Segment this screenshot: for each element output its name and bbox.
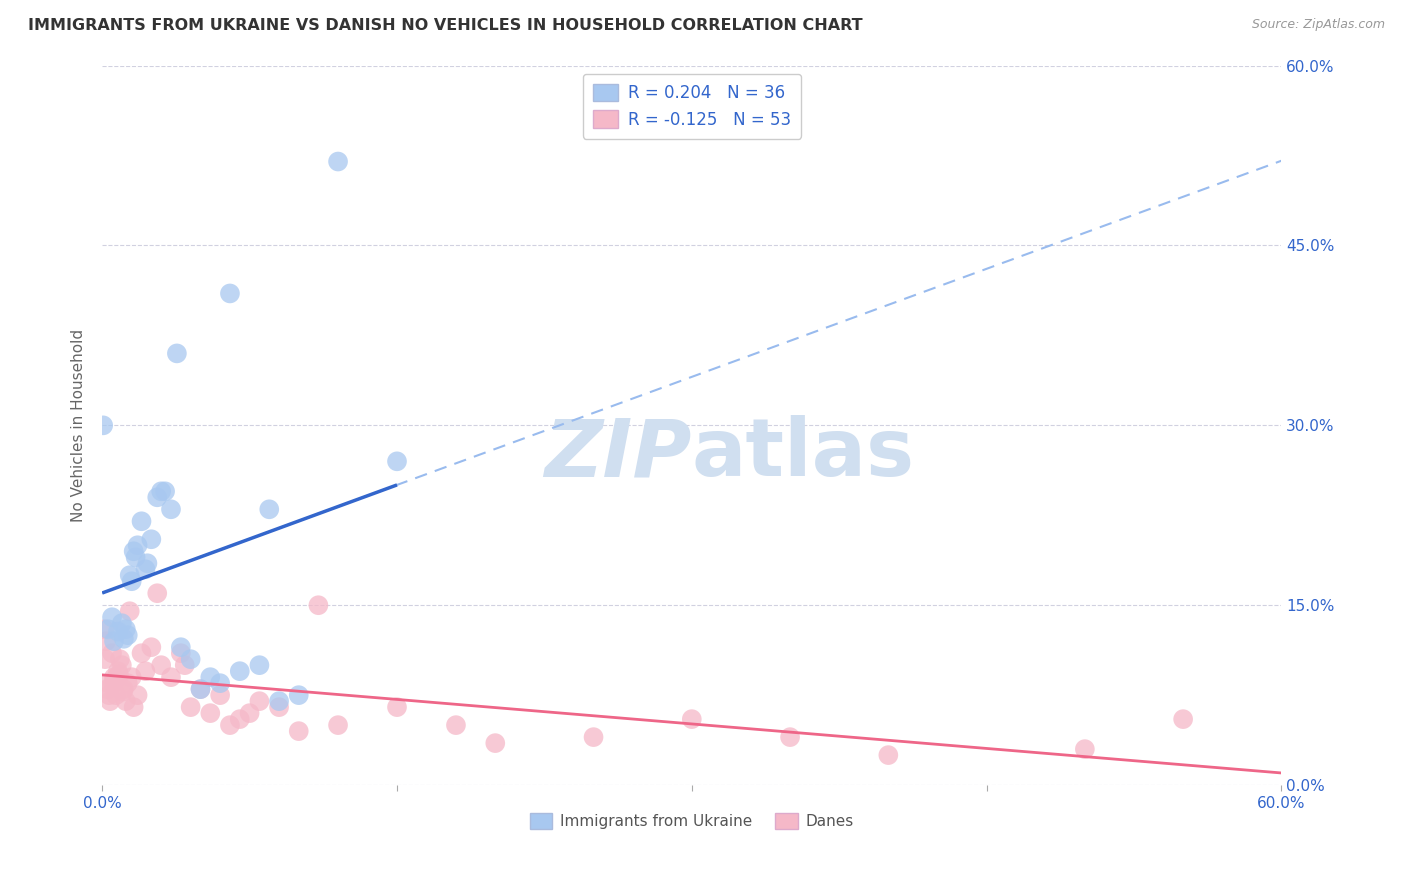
Point — [385, 700, 408, 714]
Point — [134, 664, 156, 678]
Point — [127, 688, 149, 702]
Point — [103, 634, 125, 648]
Point — [229, 712, 252, 726]
Point — [170, 646, 193, 660]
Point — [219, 286, 242, 301]
Point — [307, 598, 329, 612]
Point — [121, 574, 143, 589]
Point — [229, 664, 252, 678]
Point — [91, 418, 114, 433]
Point — [103, 670, 125, 684]
Point — [1171, 712, 1194, 726]
Point — [1074, 742, 1097, 756]
Point — [190, 682, 212, 697]
Point — [190, 682, 212, 697]
Point — [134, 562, 156, 576]
Point — [141, 533, 163, 547]
Point — [101, 646, 124, 660]
Point — [219, 718, 242, 732]
Point — [122, 700, 145, 714]
Point — [117, 676, 139, 690]
Point — [146, 586, 169, 600]
Point — [136, 556, 159, 570]
Point — [259, 502, 281, 516]
Point — [170, 640, 193, 655]
Point — [582, 730, 605, 744]
Point — [107, 664, 129, 678]
Point — [877, 748, 900, 763]
Point — [94, 634, 117, 648]
Point — [107, 624, 129, 639]
Point — [97, 676, 120, 690]
Point — [108, 652, 131, 666]
Point — [180, 700, 202, 714]
Point — [385, 454, 408, 468]
Point — [101, 610, 124, 624]
Point — [160, 502, 183, 516]
Point — [166, 346, 188, 360]
Point — [93, 622, 115, 636]
Text: IMMIGRANTS FROM UKRAINE VS DANISH NO VEHICLES IN HOUSEHOLD CORRELATION CHART: IMMIGRANTS FROM UKRAINE VS DANISH NO VEH… — [28, 18, 863, 33]
Point — [111, 616, 134, 631]
Point — [160, 670, 183, 684]
Point — [117, 628, 139, 642]
Point — [173, 658, 195, 673]
Point — [114, 694, 136, 708]
Point — [101, 676, 124, 690]
Point — [121, 670, 143, 684]
Point — [444, 718, 467, 732]
Point — [484, 736, 506, 750]
Point — [111, 684, 134, 698]
Point — [104, 673, 127, 687]
Point — [141, 640, 163, 655]
Point — [681, 712, 703, 726]
Point — [146, 491, 169, 505]
Point — [122, 544, 145, 558]
Point — [96, 682, 118, 697]
Point — [180, 652, 202, 666]
Point — [239, 706, 262, 720]
Point — [112, 632, 135, 646]
Point — [326, 154, 349, 169]
Point — [287, 724, 309, 739]
Point — [98, 694, 121, 708]
Point — [326, 718, 349, 732]
Point — [150, 658, 173, 673]
Point — [200, 670, 222, 684]
Point — [150, 484, 173, 499]
Point — [131, 514, 153, 528]
Point — [98, 688, 121, 702]
Point — [779, 730, 801, 744]
Point — [209, 688, 232, 702]
Point — [267, 694, 290, 708]
Point — [112, 682, 135, 697]
Legend: Immigrants from Ukraine, Danes: Immigrants from Ukraine, Danes — [523, 806, 860, 835]
Point — [287, 688, 309, 702]
Point — [111, 658, 134, 673]
Text: Source: ZipAtlas.com: Source: ZipAtlas.com — [1251, 18, 1385, 31]
Point — [127, 538, 149, 552]
Point — [97, 622, 120, 636]
Text: atlas: atlas — [692, 415, 915, 493]
Point — [118, 604, 141, 618]
Y-axis label: No Vehicles in Household: No Vehicles in Household — [72, 329, 86, 522]
Point — [118, 568, 141, 582]
Point — [267, 700, 290, 714]
Point — [249, 694, 271, 708]
Point — [114, 622, 136, 636]
Point — [153, 484, 176, 499]
Point — [131, 646, 153, 660]
Point — [209, 676, 232, 690]
Point — [124, 550, 146, 565]
Point — [104, 688, 127, 702]
Point — [249, 658, 271, 673]
Point — [200, 706, 222, 720]
Point — [108, 667, 131, 681]
Point — [94, 652, 117, 666]
Text: ZIP: ZIP — [544, 415, 692, 493]
